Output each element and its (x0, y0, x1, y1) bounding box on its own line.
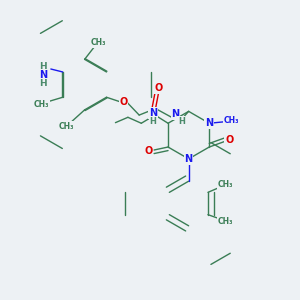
Text: CH₃: CH₃ (224, 116, 239, 125)
Text: O: O (225, 135, 233, 145)
Text: N: N (171, 110, 179, 119)
Text: CH₃: CH₃ (218, 180, 233, 189)
Text: N: N (149, 108, 157, 118)
Text: O: O (154, 83, 163, 93)
Text: N: N (205, 118, 213, 128)
Text: CH₃: CH₃ (90, 38, 106, 47)
Text: CH₃: CH₃ (218, 217, 233, 226)
Text: CH₃: CH₃ (34, 100, 49, 109)
Text: N: N (39, 70, 47, 80)
Text: O: O (119, 97, 128, 107)
Text: N: N (184, 154, 193, 164)
Text: H: H (40, 80, 47, 88)
Text: H: H (178, 116, 185, 125)
Text: O: O (144, 146, 152, 157)
Text: CH₃: CH₃ (59, 122, 74, 131)
Text: H: H (40, 62, 47, 71)
Text: H: H (150, 117, 157, 126)
